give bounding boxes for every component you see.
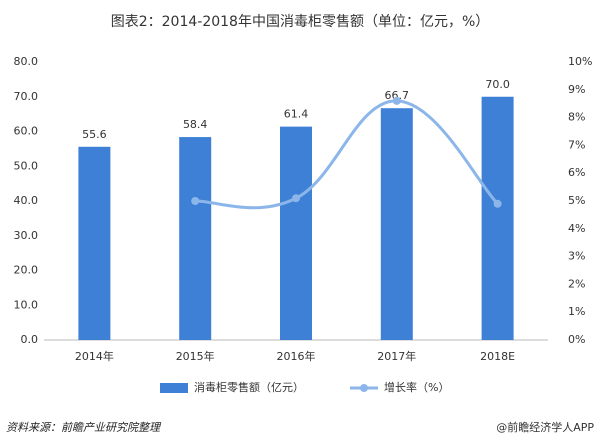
y-tick-label: 20.0 — [14, 264, 39, 277]
line — [195, 99, 499, 210]
y2-tick-label: 6% — [568, 166, 585, 179]
y2-tick-label: 5% — [568, 194, 585, 207]
y-tick-label: 10.0 — [14, 298, 39, 311]
bar — [280, 126, 312, 340]
point — [191, 197, 200, 205]
value-label: 66.7 — [385, 89, 410, 102]
y2-tick-label: 3% — [568, 250, 585, 263]
x-tick-label: 2015年 — [176, 349, 215, 363]
value-label: 61.4 — [284, 108, 309, 121]
y-tick-label: 80.0 — [14, 55, 39, 68]
credit: @前瞻经济学人APP — [496, 420, 594, 434]
source: 资料来源：前瞻产业研究院整理 — [6, 421, 162, 434]
x-tick-label: 2017年 — [377, 349, 416, 363]
y-tick-label: 0.0 — [21, 333, 39, 346]
y2-tick-label: 8% — [568, 111, 585, 124]
legend-swatch — [160, 383, 188, 393]
value-label: 58.4 — [183, 118, 208, 131]
bar — [78, 146, 111, 340]
y-tick-label: 60.0 — [14, 125, 39, 138]
bar — [481, 96, 514, 340]
y2-tick-label: 0% — [568, 333, 585, 346]
point — [392, 96, 401, 105]
point — [292, 194, 300, 203]
y2-tick-label: 4% — [568, 222, 585, 235]
legend-label: 增长率（%） — [384, 380, 449, 394]
y2-tick-label: 1% — [568, 305, 585, 318]
value-label: 70.0 — [485, 78, 510, 91]
y2-tick-label: 2% — [568, 277, 585, 290]
legend-swatch — [360, 384, 368, 392]
y2-tick-label: 7% — [568, 138, 585, 151]
legend-label: 消毒柜零售额（亿元） — [194, 380, 304, 394]
y2-tick-label: 10% — [568, 55, 592, 68]
y2-tick-label: 9% — [568, 83, 585, 96]
y-tick-label: 50.0 — [14, 159, 39, 172]
value-label: 55.6 — [82, 128, 107, 141]
y-tick-label: 70.0 — [14, 90, 39, 103]
bar — [380, 108, 413, 340]
x-tick-label: 2018E — [480, 350, 515, 363]
bar — [179, 137, 212, 340]
chart-title: 图表2：2014-2018年中国消毒柜零售额（单位：亿元，%） — [111, 14, 490, 30]
x-tick-label: 2014年 — [75, 349, 114, 363]
y-tick-label: 30.0 — [14, 229, 39, 242]
point — [493, 199, 502, 208]
y-tick-label: 40.0 — [14, 194, 39, 207]
x-tick-label: 2016年 — [277, 349, 316, 363]
